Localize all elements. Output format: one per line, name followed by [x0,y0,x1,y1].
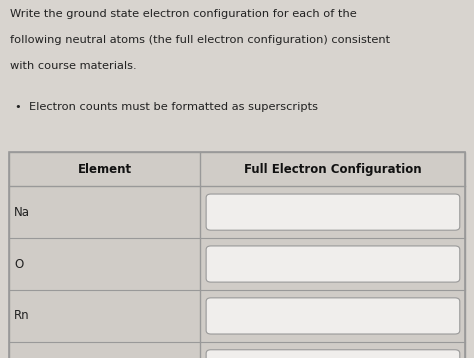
Text: Full Electron Configuration: Full Electron Configuration [244,163,422,176]
Text: Element: Element [77,163,132,176]
Text: Rn: Rn [14,309,30,323]
Text: O: O [14,257,24,271]
Text: with course materials.: with course materials. [10,61,137,71]
Text: Na: Na [14,205,30,219]
Text: Write the ground state electron configuration for each of the: Write the ground state electron configur… [10,9,357,19]
Text: following neutral atoms (the full electron configuration) consistent: following neutral atoms (the full electr… [10,35,391,45]
Text: •  Electron counts must be formatted as superscripts: • Electron counts must be formatted as s… [15,102,318,112]
